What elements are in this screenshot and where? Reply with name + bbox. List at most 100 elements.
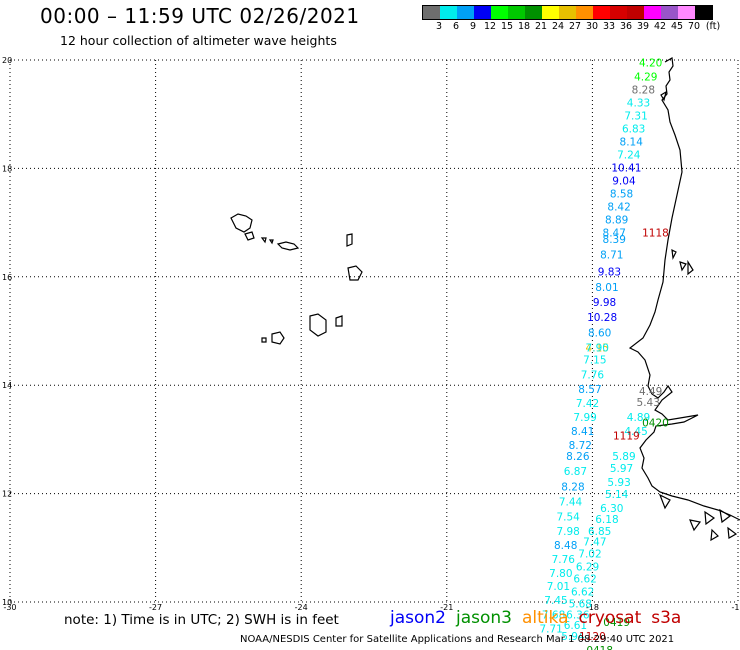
island-cluster-guinea [658,493,738,542]
wave-height-value: 8.58 [610,189,633,201]
wave-height-value: 7.76 [581,370,605,382]
legend-label: 42 [653,21,667,32]
wave-height-value: 6.62 [573,573,596,585]
x-tick-label: -30 [3,603,16,612]
wave-height-value: 7.15 [583,355,606,367]
wave-height-value: 7.01 [547,581,570,593]
legend-label: 18 [517,21,531,32]
wave-height-value: 0419 [603,617,630,629]
wave-height-value: 7.24 [617,150,641,162]
x-tick-label: -15 [731,603,740,612]
satellite-label: altika [522,608,569,628]
wave-height-value: 1119 [613,430,640,442]
wave-height-value: 5.94 [561,631,585,643]
wave-height-value: 7.90 [586,343,609,355]
x-tick-label: -27 [149,603,162,612]
wave-height-value: 4.20 [639,58,662,70]
satellite-label: s3a [651,608,682,628]
x-tick-label: -24 [295,603,308,612]
wave-height-value: 6.36 [566,609,590,621]
island-maio [335,315,343,327]
wave-height-observations: 4.204.298.284.337.316.838.147.2410.419.0… [539,58,668,650]
wave-height-value: 6.85 [588,526,611,538]
wave-height-value: 8.01 [595,282,618,294]
island-santa-luzia [260,237,274,245]
island-brava [261,337,267,343]
wave-height-value: 7.45 [544,595,567,607]
wave-height-value: 8.41 [571,426,594,438]
footer-credit: NOAA/NESDIS Center for Satellite Applica… [240,634,675,645]
legend-swatch [423,6,440,19]
legend-swatch [661,6,678,19]
wave-height-value: 8.60 [588,327,611,339]
wave-height-value: 6.30 [600,503,623,515]
legend-swatch [644,6,661,19]
x-tick-label: -21 [440,603,453,612]
legend-swatch [593,6,610,19]
page-subtitle: 12 hour collection of altimeter wave hei… [60,33,337,48]
map-grid [9,59,739,603]
legend-label: 12 [483,21,497,32]
wave-height-value: 8.28 [561,481,584,493]
legend-label: 39 [636,21,650,32]
wave-height-value: 9.98 [593,297,616,309]
wave-height-value: 10.41 [611,163,641,175]
legend-label: 6 [452,21,460,32]
satellite-key: jason2 jason3 altika cryosat s3a [390,608,681,628]
wave-height-value: 7.99 [573,412,596,424]
legend-label: 70 [687,21,701,32]
satellite-label: cryosat [578,608,642,628]
wave-height-value: 4.89 [627,412,650,424]
wave-height-value: 6.61 [564,620,587,632]
wave-height-value: 6.87 [564,466,587,478]
wave-height-value: 1120 [579,631,606,643]
footer-note: note: 1) Time is in UTC; 2) SWH is in fe… [64,612,339,628]
wave-height-value: 6.18 [595,514,618,526]
island-fogo [271,331,285,345]
coastline-west-africa [628,57,740,521]
legend-swatch [508,6,525,19]
wave-height-value: 5.93 [607,477,630,489]
wave-height-value: 8.47 [603,228,626,240]
satellite-label: jason2 [390,608,446,628]
wave-height-value: 8.14 [620,137,644,149]
y-tick-label: 10 [2,598,12,607]
island-sao-nicolau [276,241,300,251]
wave-height-value: 9.83 [598,267,621,279]
legend-unit: (ft) [705,21,721,32]
legend-swatch [627,6,644,19]
wave-height-value: 7.71 [539,623,562,635]
page-title: 00:00 – 11:59 UTC 02/26/2021 [40,4,360,28]
legend-swatch [491,6,508,19]
color-legend: 3 6 9 12 15 18 21 24 27 30 33 36 39 42 45 70 (ft) [422,5,720,32]
y-tick-label: 18 [2,164,12,173]
legend-swatch [559,6,576,19]
legend-swatch [695,6,712,19]
wave-height-value: 8.71 [600,249,623,261]
wave-height-value: 8.39 [603,234,626,246]
island-sal [346,233,353,247]
wave-height-value: 9.04 [612,176,636,188]
wave-height-value: 7.54 [556,512,580,524]
wave-height-value: 5.14 [605,489,629,501]
wave-height-value: 1118 [642,228,669,240]
wave-height-value: 4.29 [634,72,657,84]
wave-height-value: 7.98 [556,526,579,538]
y-tick-label: 20 [2,56,12,65]
legend-label: 9 [469,21,477,32]
wave-height-value: 7.76 [552,554,576,566]
wave-height-value: 6.29 [576,562,599,574]
legend-swatches [422,5,713,20]
legend-label: 3 [435,21,443,32]
y-tick-label: 12 [2,490,12,499]
legend-swatch [474,6,491,19]
wave-height-value: 8.72 [569,440,592,452]
wave-height-value: 7.02 [578,549,601,561]
wave-height-value: 7.68 [542,609,565,621]
legend-label: 21 [534,21,548,32]
wave-height-value: 5.97 [610,463,633,475]
legend-labels: 3 6 9 12 15 18 21 24 27 30 33 36 39 42 45 70 (ft) [422,21,740,35]
wave-height-value: 8.26 [566,451,590,463]
x-tick-label: -18 [586,603,599,612]
